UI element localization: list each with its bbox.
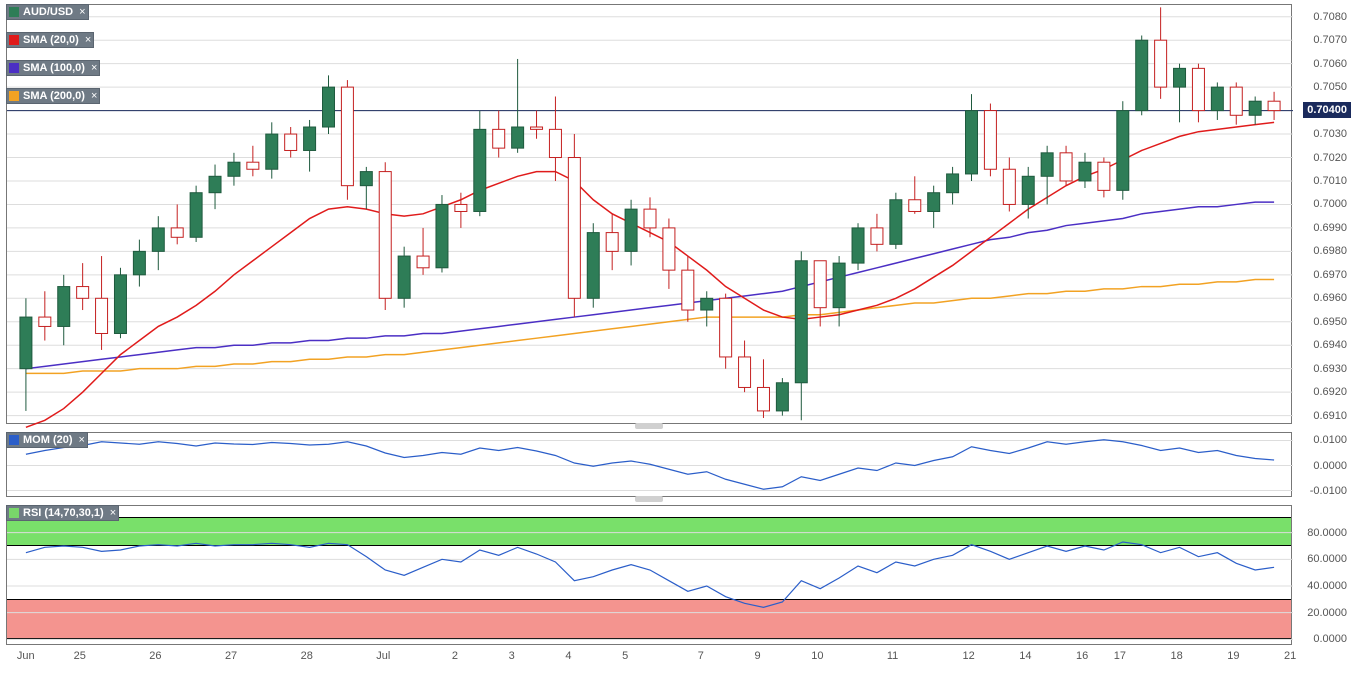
instrument-swatch [9,7,19,17]
indicator-tag-sma200[interactable]: SMA (200,0) × [6,88,100,104]
chart-container: AUD/USD × SMA (20,0) × SMA (100,0) × SMA… [0,0,1360,683]
instrument-tag[interactable]: AUD/USD × [6,4,89,20]
rsi-panel[interactable]: RSI (14,70,30,1) × 0.000020.000040.00006… [6,505,1292,645]
momentum-tag[interactable]: MOM (20) × [6,432,88,448]
close-icon[interactable]: × [91,90,97,102]
price-y-axis: 0.69100.69200.69300.69400.69500.69600.69… [1231,5,1291,423]
close-icon[interactable]: × [91,62,97,74]
sma20-swatch [9,35,19,45]
instrument-label: AUD/USD [23,6,73,18]
current-price-value: 0.70400 [1307,104,1347,116]
indicator-label: SMA (100,0) [23,62,85,74]
momentum-label: MOM (20) [23,434,73,446]
rsi-svg [7,506,1293,646]
price-panel[interactable]: AUD/USD × SMA (20,0) × SMA (100,0) × SMA… [6,4,1292,424]
momentum-y-axis: -0.01000.00000.0100 [1231,433,1291,496]
x-axis: Jun25262728Jul234579101112141617181921 [6,648,1292,668]
indicator-tag-sma100[interactable]: SMA (100,0) × [6,60,100,76]
indicator-tag-sma20[interactable]: SMA (20,0) × [6,32,94,48]
sma200-swatch [9,91,19,101]
price-svg [7,5,1293,425]
panel-resize-handle[interactable] [635,496,663,502]
indicator-label: SMA (200,0) [23,90,85,102]
close-icon[interactable]: × [79,6,85,18]
sma100-swatch [9,63,19,73]
momentum-swatch [9,435,19,445]
panel-resize-handle[interactable] [635,423,663,429]
indicator-label: SMA (20,0) [23,34,79,46]
momentum-svg [7,433,1293,498]
close-icon[interactable]: × [79,434,85,446]
momentum-panel[interactable]: MOM (20) × -0.01000.00000.0100 [6,432,1292,497]
close-icon[interactable]: × [85,34,91,46]
current-price-badge: 0.70400 [1303,102,1351,118]
